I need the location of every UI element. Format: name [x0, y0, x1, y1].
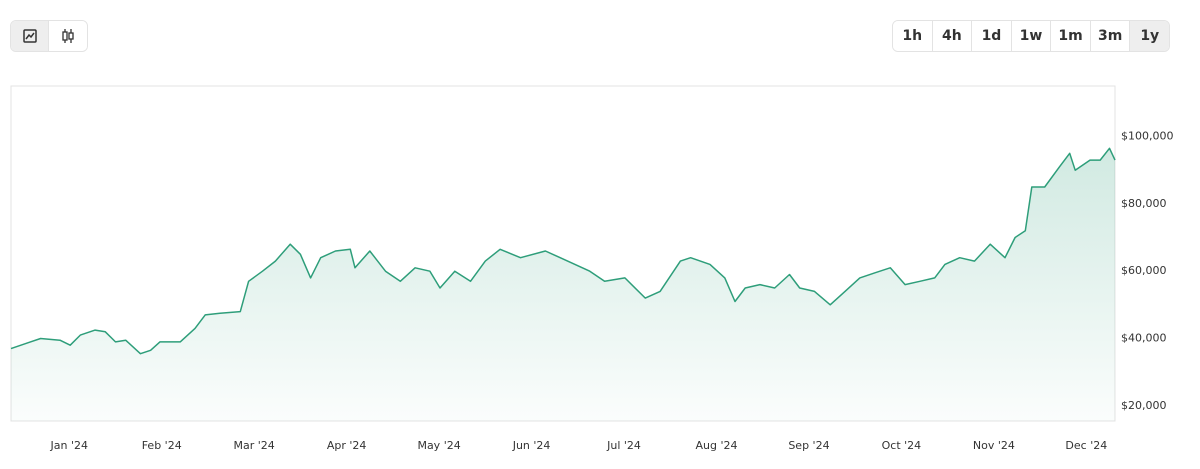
range-button[interactable]: 3m — [1089, 21, 1130, 51]
range-button[interactable]: 1d — [971, 21, 1011, 51]
y-tick-label: $20,000 — [1121, 399, 1167, 412]
x-tick-label: Jun '24 — [512, 439, 551, 452]
x-tick-label: Oct '24 — [882, 439, 922, 452]
x-tick-label: Apr '24 — [327, 439, 367, 452]
y-tick-label: $40,000 — [1121, 332, 1167, 345]
range-button[interactable]: 1w — [1010, 21, 1051, 51]
y-tick-label: $60,000 — [1121, 264, 1167, 277]
x-tick-label: Feb '24 — [142, 439, 182, 452]
x-tick-label: Aug '24 — [695, 439, 737, 452]
x-tick-label: Mar '24 — [234, 439, 275, 452]
x-tick-label: Jan '24 — [50, 439, 88, 452]
x-tick-label: Jul '24 — [606, 439, 641, 452]
range-button[interactable]: 4h — [931, 21, 972, 51]
x-tick-label: May '24 — [417, 439, 460, 452]
area-fill — [11, 148, 1115, 422]
line-chart-button[interactable] — [11, 21, 49, 51]
x-tick-label: Nov '24 — [973, 439, 1015, 452]
chart-type-switch — [10, 20, 88, 52]
candle-icon — [62, 29, 74, 43]
range-button[interactable]: 1y — [1129, 21, 1169, 51]
y-tick-label: $80,000 — [1121, 197, 1167, 210]
x-tick-label: Sep '24 — [788, 439, 829, 452]
line-icon — [22, 29, 37, 43]
x-tick-label: Dec '24 — [1065, 439, 1107, 452]
range-button[interactable]: 1m — [1050, 21, 1090, 51]
range-switch: 1h 4h 1d 1w 1m 3m 1y — [892, 20, 1170, 52]
range-button[interactable]: 1h — [893, 21, 932, 51]
candle-chart-button[interactable] — [48, 21, 87, 51]
price-line — [10, 147, 1116, 355]
plot-frame — [10, 85, 1116, 422]
y-tick-label: $100,000 — [1121, 130, 1174, 143]
